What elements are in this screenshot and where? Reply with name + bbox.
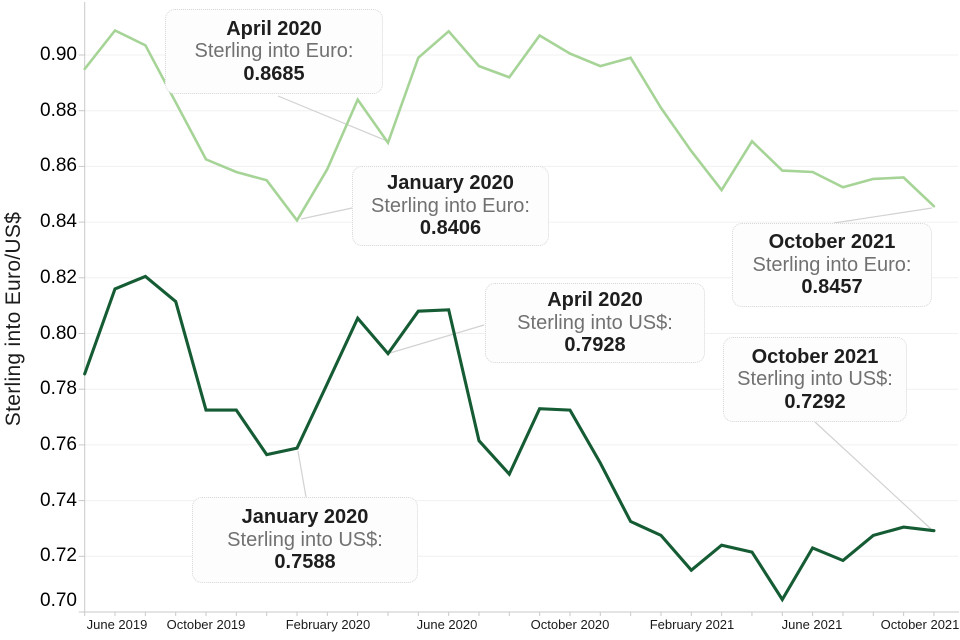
- callout-value: 0.8685: [243, 62, 305, 85]
- y-tick-label: 0.88: [40, 99, 77, 121]
- callout-series-label: Sterling into Euro:: [752, 253, 912, 276]
- callout-euro-april-2020: April 2020 Sterling into Euro: 0.8685: [165, 9, 383, 94]
- callout-series-label: Sterling into US$:: [227, 528, 383, 551]
- y-tick-label: 0.90: [40, 44, 77, 65]
- callout-value: 0.7928: [564, 334, 626, 357]
- y-tick-label: 0.80: [40, 322, 77, 344]
- callout-connector-line: [814, 421, 932, 530]
- callout-title: October 2021: [768, 231, 896, 254]
- callout-connector-line: [833, 207, 933, 224]
- callout-connector-line: [300, 207, 353, 220]
- callout-usd-october-2021: October 2021 Sterling into US$: 0.7292: [723, 337, 907, 422]
- callout-euro-october-2021: October 2021 Sterling into Euro: 0.8457: [732, 223, 932, 307]
- callout-title: October 2021: [751, 345, 879, 368]
- y-tick-label: 0.70: [40, 590, 77, 611]
- y-tick-label: 0.84: [40, 211, 77, 233]
- callout-series-label: Sterling into US$:: [517, 311, 673, 334]
- x-tick-label: February 2020: [285, 617, 371, 632]
- x-tick-label: June 2020: [416, 617, 478, 632]
- x-tick-label: June 2021: [781, 617, 843, 632]
- callout-usd-january-2020: January 2020 Sterling into US$: 0.7588: [192, 497, 418, 583]
- callout-title: January 2020: [241, 506, 369, 529]
- y-tick-label: 0.78: [40, 378, 77, 400]
- x-tick-label: October 2021: [880, 617, 960, 632]
- y-tick-label: 0.72: [40, 545, 77, 567]
- y-tick-label: 0.74: [40, 489, 77, 511]
- usd-series-line: [83, 274, 936, 603]
- callout-series-label: Sterling into US$:: [737, 368, 893, 391]
- callout-series-label: Sterling into Euro:: [371, 194, 530, 217]
- callout-series-label: Sterling into Euro:: [194, 40, 354, 63]
- callout-euro-january-2020: January 2020 Sterling into Euro: 0.8406: [352, 166, 549, 246]
- euro-series-line: [83, 28, 936, 223]
- callout-usd-april-2020: April 2020 Sterling into US$: 0.7928: [485, 283, 705, 363]
- y-tick-label: 0.76: [40, 433, 77, 455]
- callout-connector-line: [389, 324, 485, 354]
- x-tick-label: June 2019: [86, 617, 148, 632]
- callout-value: 0.7588: [274, 551, 336, 574]
- callout-connector-line: [277, 95, 388, 142]
- callout-title: April 2020: [547, 289, 643, 312]
- callout-connector-line: [297, 450, 307, 498]
- x-tick-label: February 2021: [649, 617, 735, 632]
- callout-value: 0.8406: [419, 217, 482, 240]
- callout-title: April 2020: [226, 17, 322, 40]
- callout-title: January 2020: [387, 172, 514, 195]
- callout-value: 0.7292: [784, 390, 846, 413]
- callout-value: 0.8457: [801, 276, 863, 299]
- x-tick-label: October 2019: [166, 617, 246, 632]
- x-tick-label: October 2020: [530, 617, 610, 632]
- y-tick-label: 0.86: [40, 155, 77, 177]
- y-tick-label: 0.82: [40, 266, 77, 288]
